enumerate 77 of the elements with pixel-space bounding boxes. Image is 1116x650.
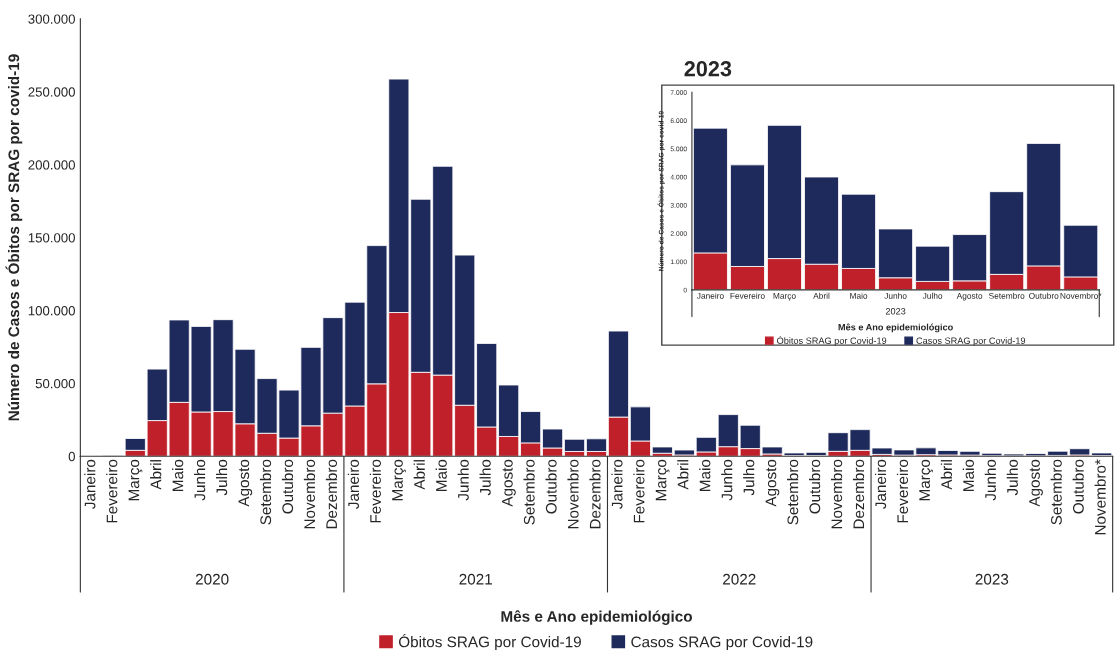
x-tick-label: Fevereiro <box>369 459 381 523</box>
x-tick-label: Outubro <box>809 459 821 514</box>
text: 2022 <box>723 573 756 585</box>
y-tick-label: 100.000 <box>28 306 75 316</box>
x-tick-label: Fevereiro <box>896 459 909 523</box>
x-tick-label: Janeiro <box>611 459 623 509</box>
x-tick-label: Fevereiro <box>106 459 118 523</box>
y-tick-label: 300.000 <box>28 14 75 24</box>
x-axis-title: Mês e Ano epidemiológico <box>501 610 692 625</box>
y-tick-label: 200.000 <box>28 160 75 170</box>
x-tick-label: Março <box>392 459 406 501</box>
x-tick-label: Novembro <box>830 459 843 529</box>
x-tick-label: Julho <box>479 459 491 496</box>
x-tick-label: Agosto <box>238 459 253 507</box>
x-tick-label: Maio <box>962 459 974 491</box>
annotation: 2023 <box>684 61 732 77</box>
x-tick-label: Setembro <box>989 292 1025 299</box>
x-tick-label: Março <box>128 459 143 501</box>
text: 2023 <box>885 308 906 315</box>
x-tick-label: Agosto <box>956 292 983 301</box>
x-tick-label: Julho <box>743 459 755 496</box>
x-tick-label: Janeiro <box>696 292 724 299</box>
x-tick-label: Agosto <box>765 459 780 507</box>
x-tick-label: Outubro <box>1029 292 1059 299</box>
x-tick-label: Junho <box>884 292 907 299</box>
x-tick-label: Junho <box>984 459 996 501</box>
x-tick-label: Abril <box>677 460 689 490</box>
y-axis-title: Número de Casos e Óbitos por SRAG por covid-19 <box>5 54 23 421</box>
x-tick-label: Novembro <box>567 459 579 529</box>
text: 2023 <box>975 573 1009 585</box>
x-tick-label: Junho <box>721 459 733 501</box>
legend-label: Óbitos SRAG por Covid-19 <box>398 633 581 650</box>
x-tick-label: Janeiro <box>347 459 359 509</box>
x-tick-label: Fevereiro <box>633 459 645 523</box>
x-tick-label: Julho <box>922 292 943 299</box>
x-tick-label: Setembro <box>787 459 799 525</box>
x-tick-label: Maio <box>172 459 184 491</box>
x-tick-label: Março <box>655 459 670 501</box>
x-tick-label: Março <box>919 459 934 501</box>
x-tick-label: Abril <box>940 460 953 490</box>
x-tick-label: Janeiro <box>84 459 96 509</box>
y-tick-label: 50.000 <box>35 378 75 389</box>
legend-label: Casos SRAG por Covid-19 <box>916 337 1026 346</box>
x-tick-label: Maio <box>699 459 711 491</box>
x-tick-label: Maio <box>850 292 868 299</box>
x-tick-label: Abril <box>813 292 830 299</box>
x-tick-label: Novembro* <box>1094 459 1106 535</box>
x-tick-label: Abril <box>413 460 425 490</box>
x-tick-label: Setembro <box>259 459 272 525</box>
x-tick-label: Outubro <box>545 459 557 514</box>
x-tick-label: Julho <box>216 459 228 496</box>
x-tick-label: Novembro <box>303 459 316 529</box>
legend-label: Óbitos SRAG por Covid-19 <box>777 335 887 346</box>
text: 2020 <box>195 573 229 585</box>
x-tick-label: Junho <box>457 459 469 501</box>
x-tick-label: Agosto <box>1029 459 1043 507</box>
x-tick-label: Outubro <box>1072 459 1084 514</box>
x-tick-label: Agosto <box>502 459 516 507</box>
x-tick-label: Julho <box>1006 459 1018 496</box>
x-tick-label: Setembro <box>523 459 535 525</box>
x-tick-label: Outubro <box>281 459 294 514</box>
legend-label: Casos SRAG por Covid-19 <box>631 636 813 650</box>
x-tick-label: Março <box>773 292 796 301</box>
y-tick-label: 250.000 <box>28 87 75 97</box>
text: 2021 <box>459 573 492 585</box>
x-tick-label: Dezembro <box>325 459 338 529</box>
x-tick-label: Dezembro <box>852 459 865 529</box>
x-tick-label: Abril <box>150 460 162 490</box>
x-tick-label: Maio <box>435 459 447 491</box>
x-tick-label: Fevereiro <box>730 292 765 299</box>
y-tick-label: 150.000 <box>28 233 75 243</box>
x-tick-label: Setembro <box>1050 459 1062 525</box>
x-tick-label: Dezembro <box>589 459 601 529</box>
y-tick-label: 0 <box>68 451 75 462</box>
x-tick-label: Junho <box>194 459 206 501</box>
x-tick-label: Janeiro <box>874 459 887 509</box>
x-axis-title: Mês e Ano epidemiológico <box>838 323 953 333</box>
